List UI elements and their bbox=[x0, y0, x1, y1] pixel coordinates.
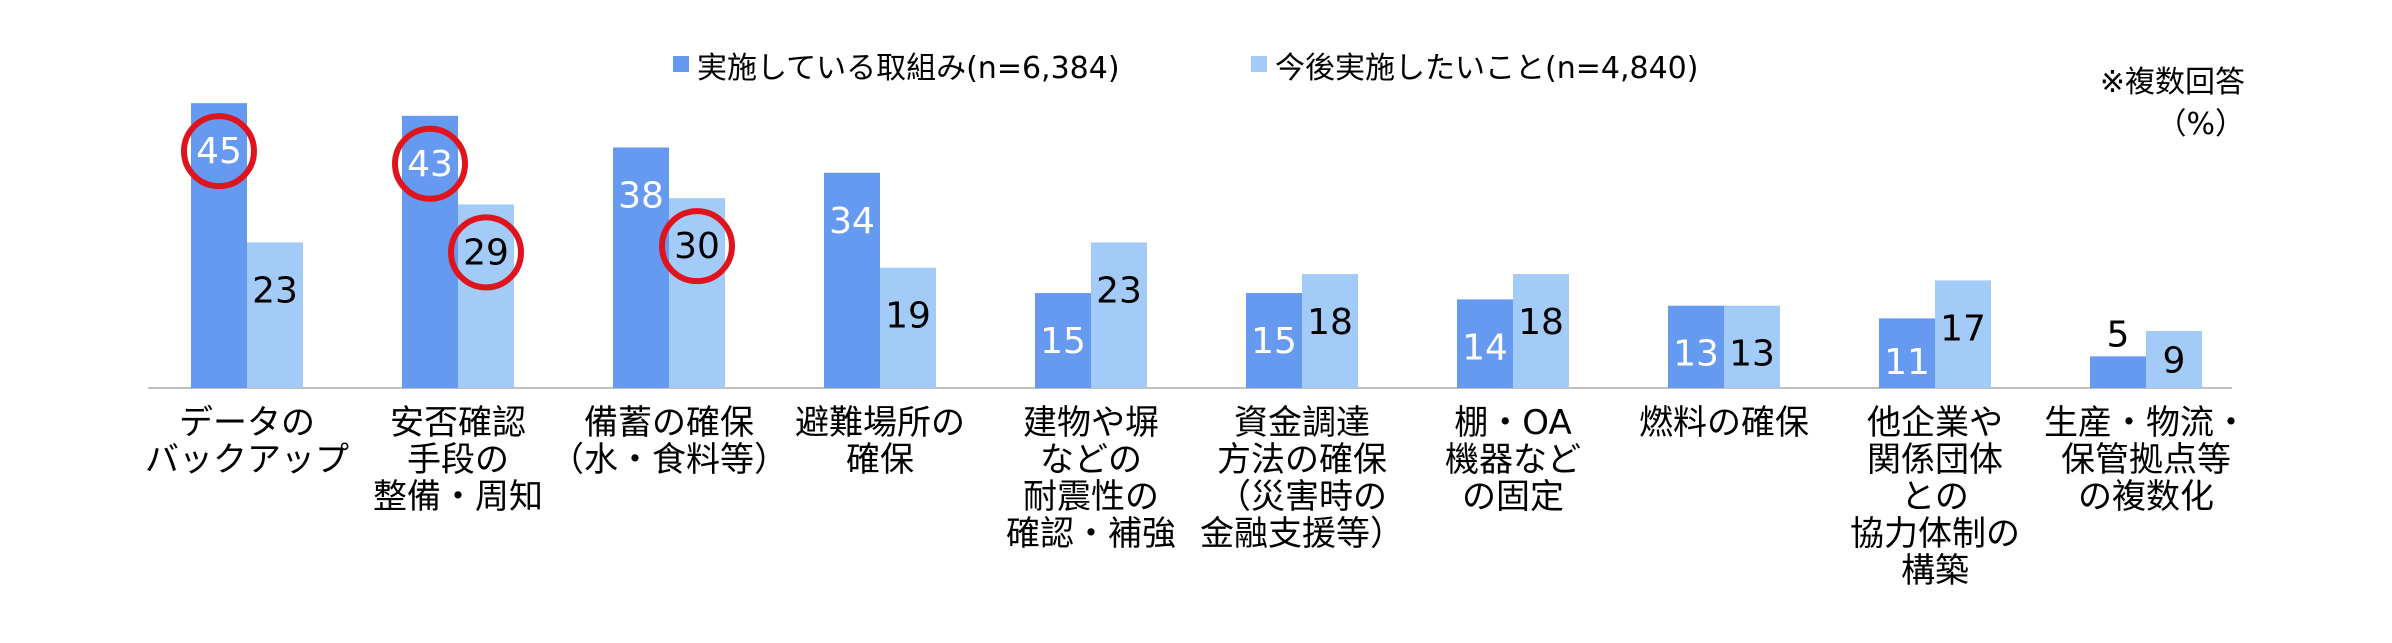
bar-s1-7 bbox=[1668, 305, 1724, 388]
value-label-s1-8: 11 bbox=[1884, 342, 1930, 383]
value-label-s2-3: 19 bbox=[885, 296, 931, 337]
value-label-s2-0: 23 bbox=[252, 270, 298, 311]
legend-swatch-series-2 bbox=[1251, 56, 1267, 72]
value-label-s1-4: 15 bbox=[1040, 321, 1086, 362]
legend-label-series-2: 今後実施したいこと(n=4,840) bbox=[1275, 51, 1698, 86]
bar-s2-9 bbox=[2146, 331, 2202, 388]
category-label-8: 他企業や関係団体との協力体制の構築 bbox=[1850, 403, 2020, 591]
category-label-9: 生産・物流・保管拠点等の複数化 bbox=[2044, 403, 2248, 517]
value-label-s1-5: 15 bbox=[1251, 321, 1297, 362]
category-label-1: 安否確認手段の整備・周知 bbox=[373, 403, 543, 517]
bar-s2-0 bbox=[247, 242, 303, 388]
value-label-s2-7: 13 bbox=[1729, 334, 1775, 375]
value-label-s1-2: 38 bbox=[618, 175, 664, 216]
bar-s1-4 bbox=[1035, 293, 1091, 388]
value-label-s2-1: 29 bbox=[463, 232, 509, 273]
bar-s2-2 bbox=[669, 198, 725, 388]
value-label-s1-0: 45 bbox=[196, 131, 242, 172]
category-label-0: データのバックアップ bbox=[145, 403, 349, 480]
bar-s1-8 bbox=[1879, 318, 1935, 388]
legend: 実施している取組み(n=6,384) 今後実施したいこと(n=4,840) bbox=[673, 51, 1698, 86]
multiple-answer-note: ※複数回答 bbox=[2100, 65, 2245, 100]
bar-s2-5 bbox=[1302, 274, 1358, 388]
category-label-6: 棚・OA 機器などの固定 bbox=[1445, 403, 1581, 517]
value-label-s2-9: 9 bbox=[2163, 341, 2186, 382]
bar-s2-4 bbox=[1091, 242, 1147, 388]
category-label-4: 建物や塀などの耐震性の確認・補強 bbox=[1006, 403, 1176, 554]
category-labels-layer: データのバックアップ安否確認手段の整備・周知備蓄の確保（水・食料等）避難場所の確… bbox=[145, 403, 2248, 591]
legend-label-series-1: 実施している取組み(n=6,384) bbox=[697, 51, 1120, 86]
category-label-3: 避難場所の確保 bbox=[795, 403, 965, 480]
bar-s1-3 bbox=[824, 172, 880, 388]
value-label-s2-2: 30 bbox=[674, 226, 720, 267]
highlight-circle-s2-1 bbox=[448, 214, 524, 291]
bar-s2-8 bbox=[1935, 280, 1991, 388]
value-label-s2-6: 18 bbox=[1518, 302, 1564, 343]
highlight-circle-s1-0 bbox=[181, 113, 257, 190]
value-label-s1-6: 14 bbox=[1462, 327, 1508, 368]
value-label-s2-4: 23 bbox=[1096, 270, 1142, 311]
value-label-s1-7: 13 bbox=[1673, 334, 1719, 375]
highlight-circle-s2-2 bbox=[659, 208, 735, 285]
bar-s2-6 bbox=[1513, 274, 1569, 388]
bar-s1-5 bbox=[1246, 293, 1302, 388]
legend-swatch-series-1 bbox=[673, 56, 689, 72]
value-label-s1-3: 34 bbox=[829, 201, 875, 242]
value-label-s2-8: 17 bbox=[1940, 308, 1986, 349]
value-label-s1-1: 43 bbox=[407, 144, 453, 185]
category-label-5: 資金調達方法の確保（災害時の金融支援等） bbox=[1200, 403, 1404, 554]
category-label-7: 燃料の確保 bbox=[1639, 403, 1809, 443]
bar-s1-0 bbox=[191, 103, 247, 389]
bar-s2-1 bbox=[458, 204, 514, 388]
value-label-s1-9: 5 bbox=[2107, 314, 2130, 355]
bar-s1-2 bbox=[613, 147, 669, 388]
unit-label: （%） bbox=[2156, 107, 2245, 142]
category-label-2: 備蓄の確保（水・食料等） bbox=[550, 403, 788, 480]
bar-s2-7 bbox=[1724, 305, 1780, 388]
bar-s2-3 bbox=[880, 267, 936, 388]
highlight-circle-s1-1 bbox=[392, 125, 468, 202]
bar-s1-6 bbox=[1457, 299, 1513, 388]
value-label-s2-5: 18 bbox=[1307, 302, 1353, 343]
bar-s1-9 bbox=[2090, 356, 2146, 388]
